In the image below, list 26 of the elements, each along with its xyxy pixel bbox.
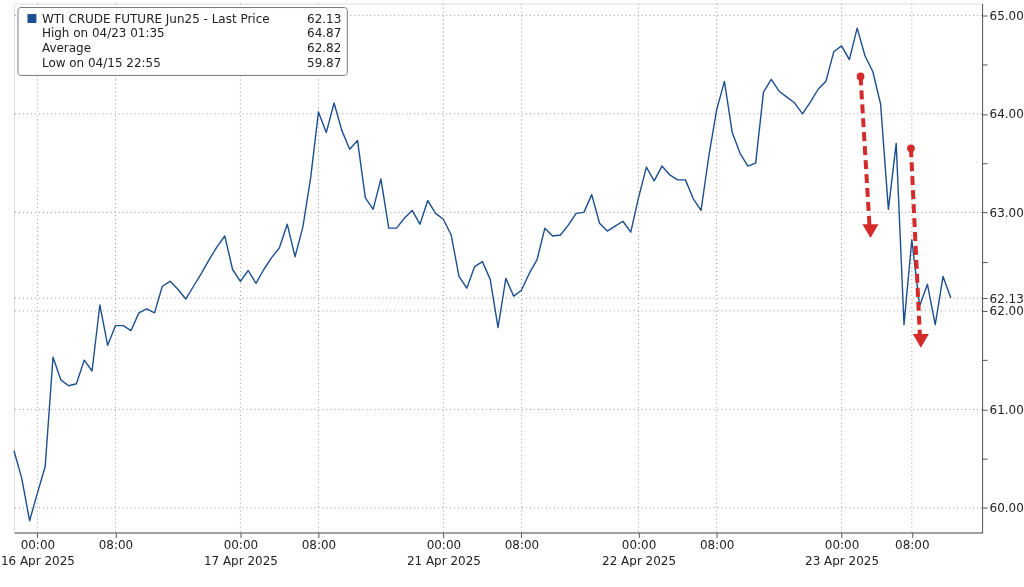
annotation: 59.87 [307,56,342,71]
y-tick-label: 64.00 [989,107,1024,122]
annotation: 62.82 [307,41,342,56]
x-tick-label: 00:00 16 Apr 2025 [0,537,75,568]
x-tick-label: 00:00 23 Apr 2025 [805,537,880,568]
x-tick-label: 00:00 22 Apr 2025 [602,537,677,568]
y-tick-label: 65.00 [989,8,1024,23]
annotation: High on 04/23 01:35 [41,26,165,41]
annotation: Average [41,41,92,56]
x-tick-label: 00:00 21 Apr 2025 [406,537,481,568]
x-tick-label: 08:00 [504,537,540,552]
x-tick-label: 08:00 [895,537,930,552]
y-tick-label: 63.00 [989,205,1024,220]
x-tick-label: 08:00 [699,537,735,552]
y-tick-label: 60.00 [989,501,1024,516]
line-series [13,27,952,522]
x-tick-label: 00:00 17 Apr 2025 [203,537,278,568]
annotation: Low on 04/15 22:55 [41,56,161,71]
x-tick-label: 08:00 [301,537,337,552]
y-tick-label: 62.00 [989,304,1024,319]
x-tick-label: 08:00 [98,537,134,552]
legend-label: WTI CRUDE FUTURE Jun25 - Last Price [41,11,270,26]
annotation: 62.13 [307,11,342,26]
y-tick-label: 62.13 [989,291,1024,306]
y-tick-label: 61.00 [989,402,1024,417]
annotation: 64.87 [307,26,342,41]
